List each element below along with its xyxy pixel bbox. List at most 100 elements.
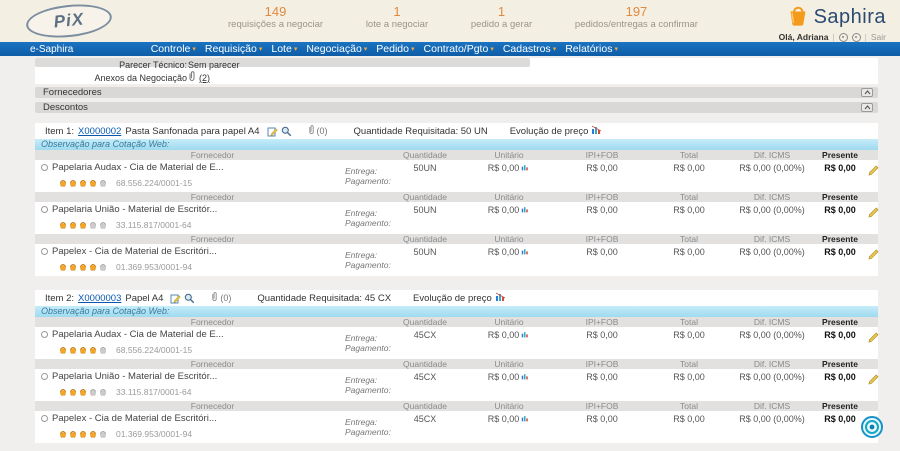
stat-value: 1 [393,4,401,19]
entrega-label: Entrega: [345,250,378,260]
magnifier-icon[interactable] [184,293,195,304]
paperclip-icon [308,125,315,137]
supplier-name: Papelaria União - Material de Escritór..… [52,204,218,215]
collapse-icon[interactable] [861,103,873,112]
edit-pencil-icon[interactable] [868,204,879,234]
nav-menu-pedido[interactable]: Pedido ▾ [376,43,414,55]
nav-menus: Controle ▾ Requisição ▾ Lote ▾ Negociação ▾ Pedi… [151,43,618,55]
anexos-count-link[interactable]: (2) [199,72,210,83]
price-evolution-link[interactable]: Evolução de preço [510,125,604,137]
section-bar-descontos[interactable]: Descontos [35,102,878,113]
mini-chart-icon[interactable] [521,372,530,382]
paperclip-icon[interactable] [188,71,196,84]
rating-bag-icon [99,216,107,234]
magnifier-icon[interactable] [281,126,292,137]
logout-link[interactable]: Sair [870,32,886,42]
pagamento-label: Pagamento: [345,342,391,353]
nav-menu-negociao[interactable]: Negociação ▾ [306,43,367,55]
item-prefix: Item 1: [45,125,75,137]
nav-menu-lote[interactable]: Lote ▾ [271,43,297,55]
delivery-payment: Entrega: Pagamento: [345,208,391,228]
supplier-radio[interactable] [41,415,48,422]
edit-icon[interactable] [267,126,278,137]
negotiation-form: Parecer Técnico: Sem parecer Anexos da N… [35,58,878,84]
nav-menu-requisio[interactable]: Requisição ▾ [205,43,262,55]
mini-chart-icon[interactable] [521,163,530,173]
nav-menu-controle[interactable]: Controle ▾ [151,43,196,55]
cell-total: R$ 0,00 [673,163,705,173]
supplier-radio[interactable] [41,373,48,380]
item-code-link[interactable]: X0000002 [78,125,122,137]
col-unitrio: Unitário [494,317,524,327]
col-presente: Presente [822,192,858,202]
edit-icon[interactable] [170,293,182,304]
col-fornecedor: Fornecedor [190,359,235,369]
menu-label: Controle [150,43,191,55]
parecer-row: Parecer Técnico: Sem parecer [35,58,878,71]
supplier-radio[interactable] [41,206,48,213]
rating-bag-icon [69,425,77,443]
help-icon[interactable] [851,32,861,42]
scroll-target-button[interactable] [860,415,884,439]
anexos-row: Anexos da Negociação (2) [35,71,878,84]
rating-bag-icon [69,383,77,401]
mini-chart-icon[interactable] [521,247,530,257]
edit-pencil-icon[interactable] [868,329,879,359]
col-fornecedor: Fornecedor [190,401,235,411]
col-dificms: Dif. ICMS [753,317,791,327]
chevron-down-icon: ▾ [363,45,368,53]
chevron-down-icon: ▾ [614,45,618,53]
supplier-radio[interactable] [41,164,48,171]
col-actions [868,317,878,327]
quantity-requested: Quantidade Requisitada: 50 UN [353,125,488,137]
nav-menu-contratopgto[interactable]: Contrato/Pgto ▾ [424,43,494,55]
item-code-link[interactable]: X0000003 [78,292,122,304]
col-dificms: Dif. ICMS [753,401,791,411]
section-bar-fornecedores[interactable]: Fornecedores [35,87,878,98]
unit-value: R$ 0,00 [487,163,520,173]
nav-menu-relatrios[interactable]: Relatórios ▾ [565,43,618,55]
supplier-row: Papelex - Cia de Material de Escritóri..… [35,411,879,443]
entrega-label: Entrega: [345,333,378,343]
menu-label: Cadastros [502,43,551,55]
menu-label: Negociação [306,43,362,55]
delivery-payment: Entrega: Pagamento: [345,333,391,353]
item-block: Item 2: X0000003 Papel A4 (0) Quantidade Req… [35,290,879,443]
cell-unitario: R$ 0,00 [460,246,558,276]
supplier-row: Papelex - Cia de Material de Escritóri..… [35,244,879,276]
cell-ipi-fob: R$ 0,00 [586,205,618,215]
collapse-icon[interactable] [861,88,873,97]
mini-chart-icon[interactable] [521,205,530,215]
price-evolution-link[interactable]: Evolução de preço [413,292,507,304]
mini-chart-icon[interactable] [521,330,530,340]
supplier-radio[interactable] [41,331,48,338]
col-unitrio: Unitário [494,192,524,202]
edit-pencil-icon[interactable] [868,162,879,192]
edit-pencil-icon[interactable] [868,246,879,276]
items-list: Item 1: X0000002 Pasta Sanfonada para pape… [35,123,879,451]
col-quantidade: Quantidade [403,192,447,202]
supplier-rating: 33.115.817/0001-64 [35,383,390,401]
paperclip-icon [211,292,218,304]
rating-bag-icon [89,258,97,276]
cell-dif-icms: R$ 0,00 (0,00%) [739,163,805,173]
mini-chart-icon[interactable] [521,414,530,424]
item-attachments[interactable]: (0) [308,125,328,137]
settings-icon[interactable] [838,32,848,42]
rating-bag-icon [99,258,107,276]
rating-bag-icon [59,258,67,276]
supplier-cnpj: 01.369.953/0001-94 [116,262,193,272]
col-dificms: Dif. ICMS [753,359,791,369]
nav-menu-cadastros[interactable]: Cadastros ▾ [503,43,556,55]
item-attachments[interactable]: (0) [211,292,231,304]
menu-label: Requisição [204,43,257,55]
quantity-requested: Quantidade Requisitada: 45 CX [257,292,392,304]
supplier-radio[interactable] [41,248,48,255]
delivery-payment: Entrega: Pagamento: [345,250,391,270]
rating-bag-icon [59,341,67,359]
edit-pencil-icon[interactable] [868,371,879,401]
col-fornecedor: Fornecedor [190,234,235,244]
supplier-row: Papelaria Audax - Cia de Material de E..… [35,160,879,192]
supplier-name: Papelex - Cia de Material de Escritóri..… [52,413,217,424]
menu-label: Contrato/Pgto [423,43,489,55]
